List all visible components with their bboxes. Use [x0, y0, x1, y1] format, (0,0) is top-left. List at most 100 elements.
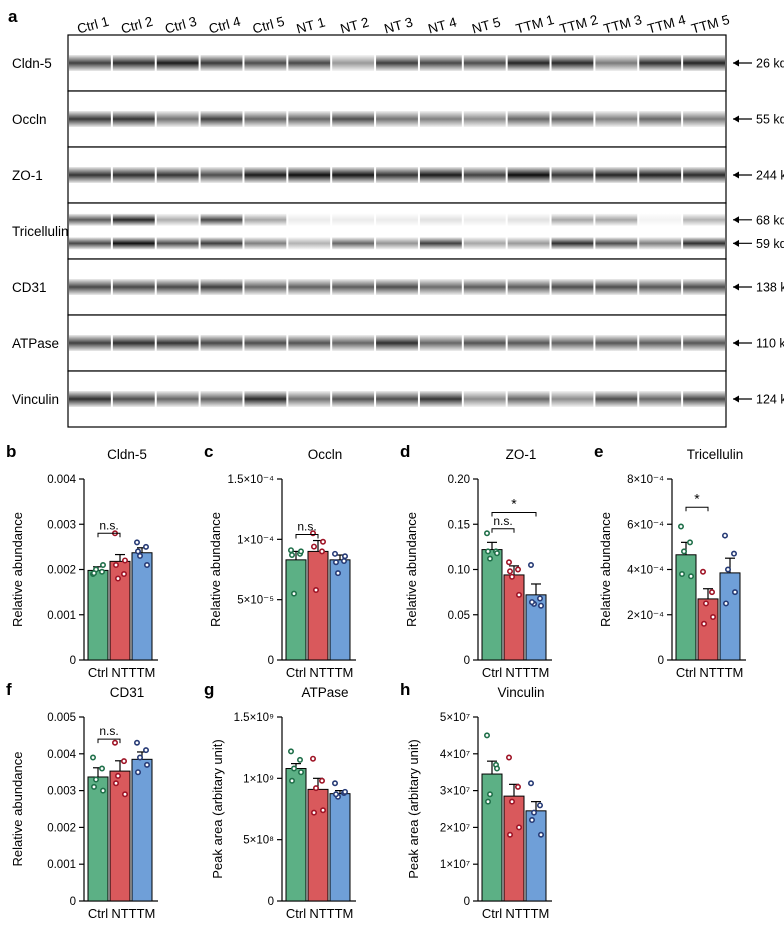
blot-band [244, 237, 287, 250]
bar-nt [307, 550, 329, 661]
x-tick-label: TTM [129, 906, 156, 921]
lane-label: NT 3 [383, 15, 415, 37]
chart-b: b Cldn-5 0 0.001 0.002 0.003 0.004 Relative abu… [6, 442, 158, 680]
blot-band [112, 391, 155, 407]
data-point [288, 777, 295, 784]
x-tick-label: NT [699, 665, 716, 680]
data-point [122, 791, 129, 798]
blot-band [156, 55, 199, 71]
blot-band [595, 279, 638, 295]
blot-band [683, 111, 725, 127]
blot-band [595, 335, 638, 351]
x-tick-label: NT [309, 906, 326, 921]
blot-band [419, 167, 462, 183]
data-point [730, 550, 737, 557]
data-point [493, 765, 500, 772]
data-point [687, 573, 694, 580]
bar-charts: b Cldn-5 0 0.001 0.002 0.003 0.004 Relative abu… [6, 442, 746, 921]
panel-letter: g [204, 680, 214, 699]
blot-band [419, 391, 462, 407]
significance-label: n.s. [99, 724, 118, 738]
data-point [287, 748, 294, 755]
blot-band [156, 167, 199, 183]
blot-band [200, 391, 243, 407]
bar-ctrl [87, 776, 109, 902]
blot-band [419, 213, 462, 226]
data-point [144, 561, 151, 568]
blot-band [551, 111, 594, 127]
blot-band [69, 279, 111, 295]
data-point [506, 568, 513, 575]
data-point [319, 538, 326, 545]
blot-band [463, 279, 506, 295]
x-tick-label: Ctrl [482, 665, 502, 680]
marker-label: 55 kd [756, 113, 784, 127]
chart-e: e Tricellulin 0 2×10⁻⁴ 4×10⁻⁴ 6×10⁻⁴ 8×10⁻⁴ Rel… [594, 442, 746, 680]
data-point [290, 590, 297, 597]
blot-band [332, 213, 375, 226]
bar-nt [307, 788, 329, 902]
bar-ctrl [481, 549, 503, 661]
blot-band [463, 55, 506, 71]
marker-arrowhead [733, 283, 739, 291]
blot-band [288, 167, 331, 183]
data-point [144, 761, 151, 768]
x-tick-label: TTM [717, 665, 744, 680]
blot-band [683, 55, 725, 71]
blot-band [551, 213, 594, 226]
marker-label: 68 kd [756, 213, 784, 227]
y-axis-label: Relative abundance [598, 512, 613, 627]
data-point [537, 602, 544, 609]
lane-label: NT 1 [295, 15, 327, 37]
data-point [528, 817, 535, 824]
blot-band [595, 55, 638, 71]
blot-band [200, 279, 243, 295]
data-point [527, 780, 534, 787]
y-tick-label: 5×10⁷ [440, 712, 470, 724]
y-tick-label: 0.20 [448, 474, 470, 486]
blot-band [463, 213, 506, 226]
data-point [100, 561, 107, 568]
blot-band [288, 391, 331, 407]
marker-arrowhead [733, 59, 739, 67]
bar-ctrl [285, 559, 307, 661]
significance-bracket [97, 532, 121, 538]
data-point [312, 785, 319, 792]
significance-bracket [685, 506, 709, 512]
blot-band [332, 279, 375, 295]
blot-band [507, 237, 550, 250]
data-point [678, 571, 685, 578]
y-tick-label: 0.15 [448, 519, 470, 531]
data-point [334, 570, 341, 577]
y-axis-label: Relative abundance [10, 512, 25, 627]
y-axis-label: Relative abundance [208, 512, 223, 627]
data-point [484, 798, 491, 805]
bar-nt [109, 560, 131, 661]
chart-h: h Vinculin 0 1×10⁷ 2×10⁷ 3×10⁷ 4×10⁷ 5×10⁷ Peak … [400, 680, 552, 921]
data-point [483, 732, 490, 739]
x-tick-label: TTM [327, 906, 354, 921]
blot-row-label: ATPase [12, 336, 59, 351]
data-point [483, 530, 490, 537]
x-tick-label: Ctrl [482, 906, 502, 921]
blot-band [69, 237, 111, 250]
blot-band [639, 55, 682, 71]
blot-band [639, 279, 682, 295]
data-point [341, 553, 348, 560]
data-point [112, 739, 119, 746]
blot-band [376, 55, 418, 71]
y-tick-label: 3×10⁷ [440, 786, 470, 798]
blot-band [376, 167, 418, 183]
panel-letter: f [6, 680, 12, 699]
lane-label: Ctrl 4 [207, 14, 243, 37]
significance-label: * [694, 490, 700, 506]
data-point [340, 558, 347, 565]
blot-band [376, 335, 418, 351]
blot-band [639, 167, 682, 183]
x-tick-label: Ctrl [88, 665, 108, 680]
data-point [100, 787, 107, 794]
blot-band [551, 237, 594, 250]
y-tick-label: 0.001 [47, 859, 76, 871]
chart-d: d ZO-1 0 0.05 0.10 0.15 0.20 Relative abundance… [400, 442, 552, 680]
